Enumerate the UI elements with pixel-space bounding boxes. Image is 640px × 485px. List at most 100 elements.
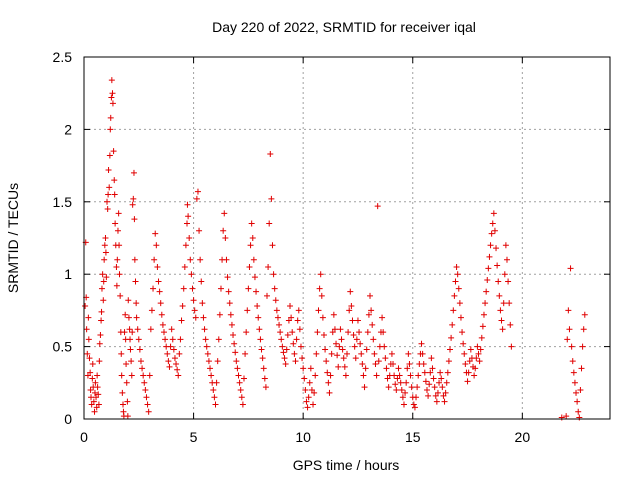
- data-point: [142, 387, 149, 394]
- data-point: [505, 278, 512, 285]
- y-tick-label: 2.5: [53, 49, 73, 65]
- data-point: [105, 166, 112, 173]
- data-point: [451, 292, 458, 299]
- data-point: [474, 343, 481, 350]
- data-point: [579, 343, 586, 350]
- data-point: [403, 379, 410, 386]
- data-point: [237, 387, 244, 394]
- data-point: [399, 394, 406, 401]
- data-point: [176, 350, 183, 357]
- data-point: [136, 346, 143, 353]
- data-point: [122, 311, 129, 318]
- data-point: [408, 384, 415, 391]
- data-point: [109, 90, 116, 97]
- data-point: [166, 363, 173, 370]
- data-point: [339, 346, 346, 353]
- data-point: [483, 288, 490, 295]
- data-point: [405, 350, 412, 357]
- data-point: [97, 332, 104, 339]
- data-point: [357, 340, 364, 347]
- data-point: [449, 321, 456, 328]
- data-point: [113, 282, 120, 289]
- data-point: [497, 307, 504, 314]
- data-point: [354, 317, 361, 324]
- data-point: [126, 326, 133, 333]
- data-point: [348, 303, 355, 310]
- data-point: [86, 355, 93, 362]
- data-point: [265, 263, 272, 270]
- data-point: [223, 256, 230, 263]
- data-point: [327, 372, 334, 379]
- data-point: [116, 271, 123, 278]
- data-point: [375, 358, 382, 365]
- data-point: [216, 311, 223, 318]
- data-point: [447, 346, 454, 353]
- data-point: [568, 343, 575, 350]
- data-point: [356, 329, 363, 336]
- data-point: [96, 340, 103, 347]
- data-point: [304, 404, 311, 411]
- data-point: [322, 346, 329, 353]
- data-point: [127, 346, 134, 353]
- data-point: [246, 263, 253, 270]
- data-point: [437, 369, 444, 376]
- data-point: [314, 329, 321, 336]
- data-point: [302, 387, 309, 394]
- data-point: [480, 311, 487, 318]
- data-point: [380, 329, 387, 336]
- data-point: [453, 263, 460, 270]
- data-point: [287, 303, 294, 310]
- data-point: [491, 227, 498, 234]
- data-point: [227, 311, 234, 318]
- data-point: [217, 285, 224, 292]
- x-tick-label: 0: [80, 429, 88, 445]
- data-point: [164, 350, 171, 357]
- data-point: [211, 394, 218, 401]
- data-point: [471, 372, 478, 379]
- data-point: [433, 398, 440, 405]
- data-point: [98, 308, 105, 315]
- data-point: [128, 358, 135, 365]
- data-point: [494, 262, 501, 269]
- data-point: [124, 398, 131, 405]
- data-point: [580, 326, 587, 333]
- data-point: [441, 398, 448, 405]
- data-point: [121, 329, 128, 336]
- data-point: [398, 387, 405, 394]
- data-point: [438, 375, 445, 382]
- data-point: [485, 265, 492, 272]
- data-point: [179, 303, 186, 310]
- data-point: [255, 314, 262, 321]
- data-point: [213, 379, 220, 386]
- data-point: [390, 360, 397, 367]
- data-point: [113, 263, 120, 270]
- data-point: [407, 372, 414, 379]
- data-point: [290, 340, 297, 347]
- data-point: [445, 358, 452, 365]
- data-point: [169, 336, 176, 343]
- data-point: [333, 340, 340, 347]
- data-point: [182, 242, 189, 249]
- data-point: [129, 201, 136, 208]
- data-point: [239, 401, 246, 408]
- points-layer: [82, 77, 588, 421]
- data-point: [360, 372, 367, 379]
- data-point: [478, 334, 485, 341]
- data-point: [133, 314, 140, 321]
- data-point: [102, 249, 109, 256]
- data-point: [247, 242, 254, 249]
- data-point: [404, 365, 411, 372]
- data-point: [311, 389, 318, 396]
- data-point: [82, 303, 89, 310]
- data-point: [273, 307, 280, 314]
- data-point: [107, 114, 114, 121]
- data-point: [91, 389, 98, 396]
- data-point: [155, 278, 162, 285]
- data-point: [174, 366, 181, 373]
- data-point: [316, 285, 323, 292]
- data-point: [251, 274, 258, 281]
- data-point: [272, 297, 279, 304]
- axes-layer: 0 0.5 1 1.5 2 2.5 0 5 10 15 20: [53, 49, 610, 445]
- data-point: [371, 350, 378, 357]
- data-point: [373, 372, 380, 379]
